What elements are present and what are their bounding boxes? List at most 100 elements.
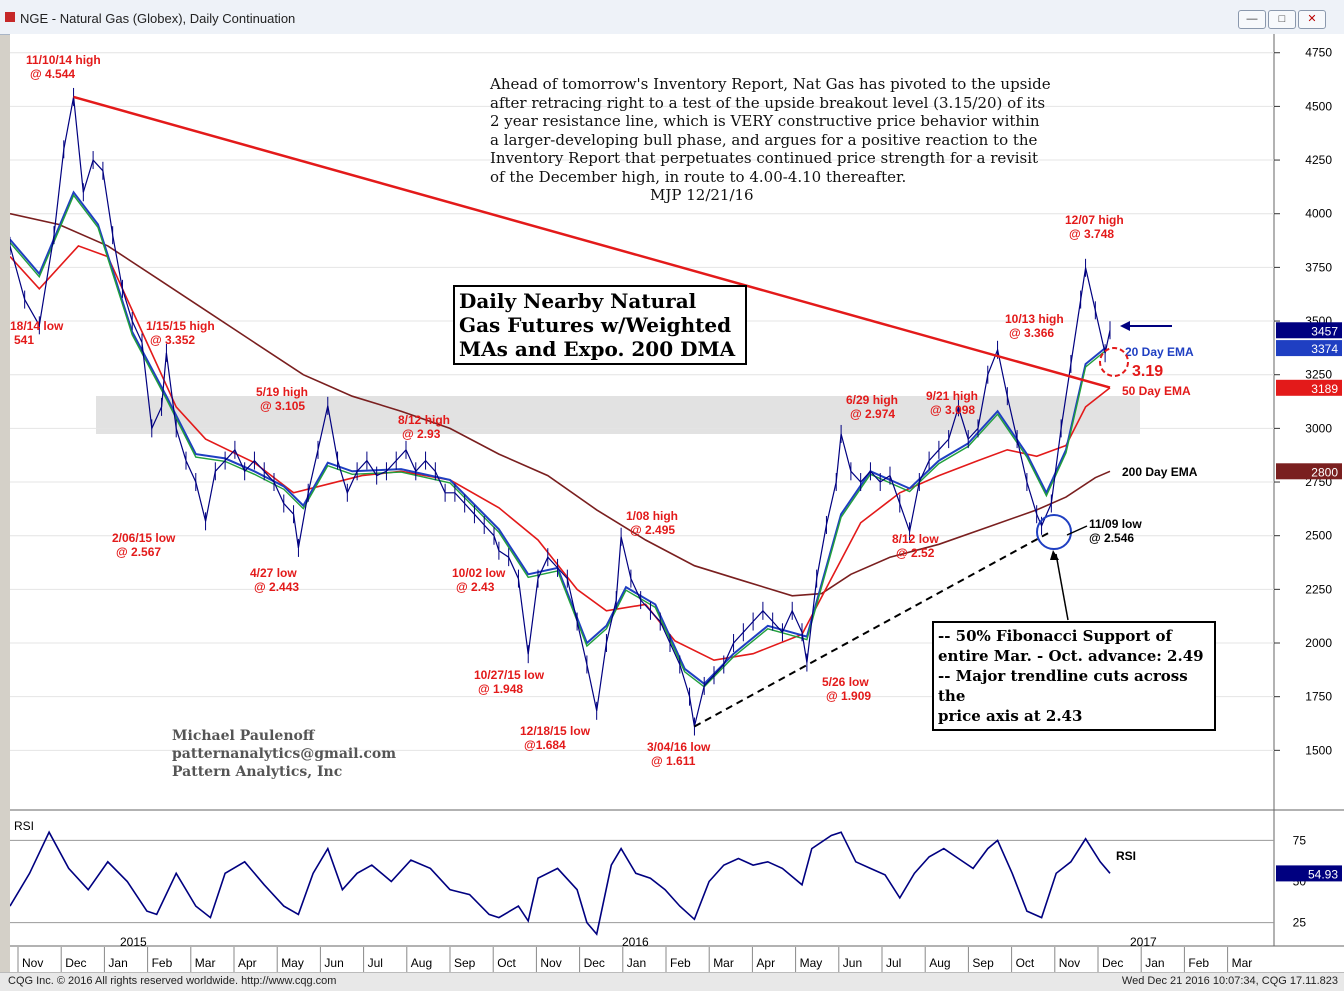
annotation-value: @ 2.52 [896, 546, 935, 560]
price-badge [1276, 379, 1342, 396]
window-titlebar: NGE - Natural Gas (Globex), Daily Contin… [0, 0, 1344, 35]
annotation-value: @ 1.948 [478, 682, 523, 696]
month-label: Oct [497, 956, 516, 970]
ma-line-label: 200 Day EMA [1122, 465, 1198, 479]
price-badge [1276, 463, 1342, 480]
annotation-value: @ 3.366 [1009, 326, 1054, 340]
fib-pointer-line [1055, 553, 1069, 621]
low-circle [1036, 514, 1072, 550]
annotation-label: 8/12 high [398, 413, 450, 427]
fibonacci-box: -- 50% Fibonacci Support of entire Mar. … [932, 621, 1216, 731]
month-label: Mar [195, 956, 216, 970]
copyright-text: CQG Inc. © 2016 All rights reserved worl… [8, 975, 337, 987]
price-badge [1276, 340, 1342, 357]
annotation-value: 541 [14, 333, 34, 347]
price-tick-label: 4250 [1305, 153, 1332, 167]
chart-title-line: Gas Futures w/Weighted [459, 313, 732, 337]
annotation-value: @ 3.748 [1069, 227, 1114, 241]
app-icon [5, 12, 15, 22]
month-label: Feb [152, 956, 173, 970]
annotation-value: @ 3.352 [150, 333, 195, 347]
price-tick-label: 2000 [1305, 636, 1332, 650]
month-label: Dec [584, 956, 605, 970]
ma-line-label: 20 Day EMA [1125, 345, 1194, 359]
fib-line: -- 50% Fibonacci Support of [938, 627, 1172, 645]
annotation-label: 10/02 low [452, 566, 506, 580]
month-label: Apr [238, 956, 257, 970]
price-tick-label: 3250 [1305, 368, 1332, 382]
annotation-value: @ 1.611 [651, 754, 696, 768]
rsi-value-text: 54.93 [1308, 867, 1338, 881]
price-tick-label: 1500 [1305, 743, 1332, 757]
rsi-value-badge [1276, 865, 1342, 882]
annotation-label: 1/15/15 high [146, 319, 215, 333]
commentary-signature: MJP 12/21/16 [650, 186, 754, 204]
annotation-label: 10/27/15 low [474, 668, 545, 682]
annotation-value: @ 2.567 [116, 545, 161, 559]
month-label: May [800, 956, 823, 970]
month-label: Feb [1188, 956, 1209, 970]
year-label: 2017 [1130, 935, 1157, 949]
rsi-line [9, 830, 1111, 936]
fib-pointer-head [1050, 550, 1059, 560]
ma-line-label: 50 Day EMA [1122, 384, 1191, 398]
commentary-line: Ahead of tomorrow's Inventory Report, Na… [490, 75, 1051, 93]
chart-title-line: Daily Nearby Natural [459, 289, 697, 313]
annotation-value: @ 2.495 [630, 523, 675, 537]
author-email: patternanalytics@gmail.com [172, 746, 397, 762]
price-badge-text: 3189 [1311, 382, 1338, 396]
month-label: Nov [1059, 956, 1080, 970]
commentary-line: after retracing right to a test of the u… [490, 93, 1046, 112]
month-label: Jul [368, 956, 383, 970]
price-chart-svg[interactable]: 1500175020002250250027503000325035003750… [9, 34, 1344, 972]
annotation-label: 11/10/14 high [26, 53, 101, 67]
author-block: Michael Paulenoff patternanalytics@gmail… [172, 727, 396, 781]
annotation-label: 5/26 low [822, 675, 869, 689]
month-label: Mar [1232, 956, 1253, 970]
commentary-text: Ahead of tomorrow's Inventory Report, Na… [490, 75, 1090, 205]
close-button[interactable]: ✕ [1298, 10, 1326, 29]
month-label: Aug [411, 956, 432, 970]
minimize-button[interactable]: — [1238, 10, 1266, 29]
annotation-value: @1.684 [524, 738, 566, 752]
annotation-label: 12/07 high [1065, 213, 1124, 227]
price-badge-text: 3457 [1311, 324, 1338, 338]
commentary-line: 2 year resistance line, which is VERY co… [490, 112, 1040, 130]
year-label: 2015 [120, 935, 147, 949]
series-green-ma [9, 193, 1106, 688]
breakout-circle [1099, 347, 1129, 377]
annotation-label: 11/09 low [1089, 517, 1142, 531]
month-label: Jun [843, 956, 862, 970]
status-bar: CQG Inc. © 2016 All rights reserved worl… [0, 972, 1344, 991]
month-label: Sep [972, 956, 994, 970]
author-name: Michael Paulenoff [172, 728, 315, 744]
month-label: Sep [454, 956, 476, 970]
price-badge-text: 3374 [1311, 342, 1338, 356]
timestamp-text: Wed Dec 21 2016 10:07:34, CQG 17.11.823 [1121, 975, 1338, 987]
author-company: Pattern Analytics, Inc [172, 764, 343, 780]
commentary-line: of the December high, in route to 4.00-4… [490, 167, 907, 186]
annotation-value: @ 1.909 [826, 689, 871, 703]
annotation-label: 5/19 high [256, 385, 308, 399]
maximize-button[interactable]: □ [1268, 10, 1296, 29]
price-badge [1276, 322, 1342, 339]
chart-area[interactable]: 1500 1750 2000 2250 2500 2750 3000 3250 3500 3750… [9, 34, 1344, 972]
price-tick-label: 4500 [1305, 99, 1332, 113]
annotation-value: @ 3.098 [930, 403, 975, 417]
month-label: Jul [886, 956, 901, 970]
month-label: Aug [929, 956, 950, 970]
annotation-label: 1/08 high [626, 509, 678, 523]
resistance-trendline [73, 95, 1111, 389]
rsi-tick-label: 25 [1293, 916, 1307, 930]
annotation-value: @ 3.105 [260, 399, 305, 413]
price-tick-label: 4750 [1305, 46, 1332, 60]
series-200-day-ema [9, 212, 1111, 597]
annotation-value: @ 2.43 [456, 580, 495, 594]
price-tick-label: 3000 [1305, 421, 1332, 435]
time-axis-band [10, 947, 1274, 972]
annotation-label: 6/29 high [846, 393, 898, 407]
rsi-pane-label: RSI [14, 819, 34, 833]
support-trendline [693, 530, 1052, 728]
price-badge-text: 2800 [1311, 465, 1338, 479]
price-tick-label: 2250 [1305, 582, 1332, 596]
